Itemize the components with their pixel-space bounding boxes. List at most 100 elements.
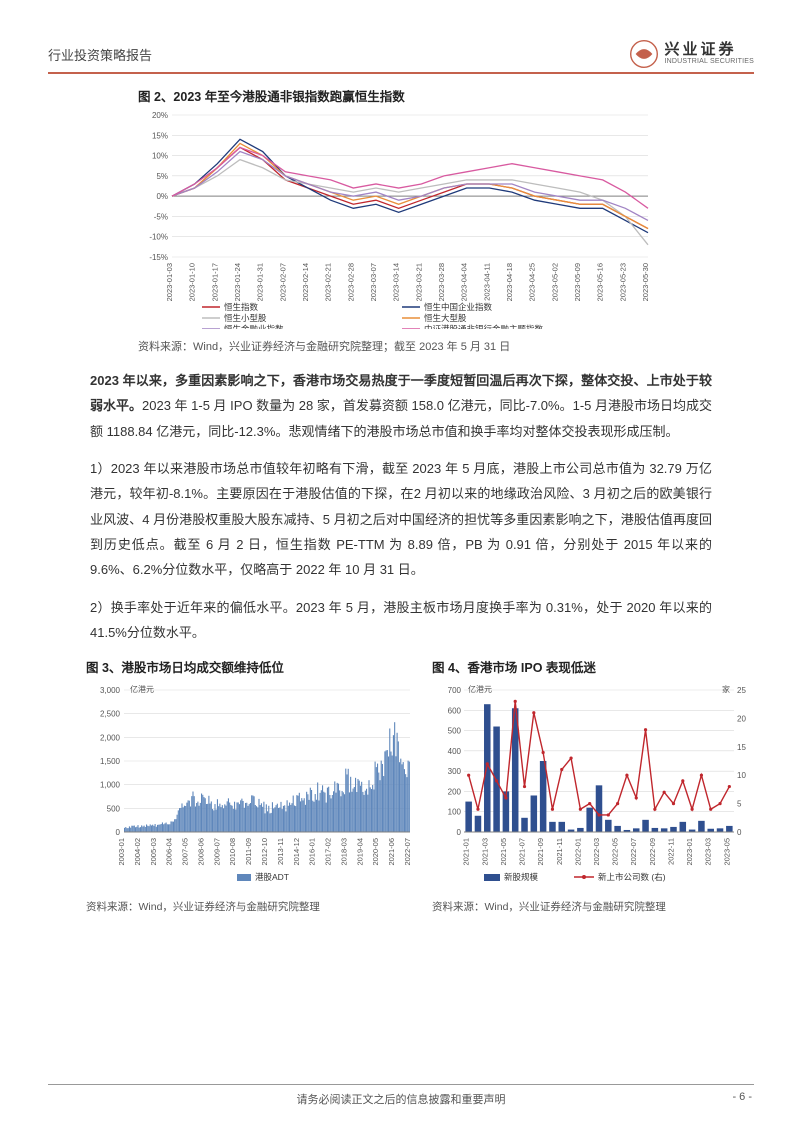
svg-text:3,000: 3,000 [100, 686, 121, 695]
svg-text:2004-02: 2004-02 [133, 838, 142, 866]
fig4-source: 资料来源：Wind，兴业证券经济与金融研究院整理 [432, 899, 762, 914]
fig4-title: 图 4、香港市场 IPO 表现低迷 [432, 657, 762, 676]
svg-text:新股规模: 新股规模 [504, 872, 539, 882]
svg-text:家: 家 [722, 684, 730, 694]
svg-text:2021-09: 2021-09 [536, 838, 545, 866]
svg-text:1,000: 1,000 [100, 781, 121, 790]
page-header: 行业投资策略报告 兴业证券 INDUSTRIAL SECURITIES [48, 40, 754, 74]
svg-text:0: 0 [116, 828, 121, 837]
fig4-block: 图 4、香港市场 IPO 表现低迷 0100200300400500600700… [432, 657, 762, 914]
svg-text:1,500: 1,500 [100, 757, 121, 766]
svg-text:2023-02-07: 2023-02-07 [278, 263, 287, 301]
svg-text:2023-03-14: 2023-03-14 [392, 263, 401, 301]
svg-text:-5%: -5% [154, 212, 168, 221]
footer-rule [48, 1084, 754, 1085]
svg-text:0%: 0% [156, 192, 168, 201]
fig2-chart: -15%-10%-5%0%5%10%15%20%2023-01-032023-0… [138, 109, 664, 334]
svg-text:2023-01-10: 2023-01-10 [188, 263, 197, 301]
svg-text:2023-02-21: 2023-02-21 [324, 263, 333, 301]
svg-text:2006-04: 2006-04 [165, 838, 174, 866]
svg-text:500: 500 [107, 805, 121, 814]
svg-text:5%: 5% [156, 172, 168, 181]
svg-text:2022-11: 2022-11 [666, 838, 675, 865]
svg-text:恒生小型股: 恒生小型股 [224, 313, 267, 323]
report-type: 行业投资策略报告 [48, 45, 152, 64]
svg-text:20: 20 [737, 715, 746, 724]
svg-text:0: 0 [457, 828, 462, 837]
svg-text:2013-11: 2013-11 [276, 838, 285, 865]
svg-text:0: 0 [737, 828, 742, 837]
svg-text:200: 200 [448, 788, 462, 797]
svg-text:-15%: -15% [149, 253, 168, 262]
svg-text:2022-07: 2022-07 [629, 838, 638, 866]
footer-text: 请务必阅读正文之后的信息披露和重要声明 [297, 1094, 506, 1106]
svg-text:2023-05-09: 2023-05-09 [573, 263, 582, 301]
svg-text:亿港元: 亿港元 [130, 684, 154, 694]
svg-text:2021-01: 2021-01 [462, 838, 471, 866]
svg-text:2023-04-04: 2023-04-04 [460, 263, 469, 301]
svg-text:2023-03: 2023-03 [704, 838, 713, 866]
svg-text:2023-01-03: 2023-01-03 [165, 263, 174, 301]
fig2-title: 图 2、2023 年至今港股通非银指数跑赢恒生指数 [138, 86, 754, 105]
svg-text:2022-01: 2022-01 [573, 838, 582, 866]
svg-text:2023-04-25: 2023-04-25 [528, 263, 537, 301]
paragraph-2: 1）2023 年以来港股市场总市值较年初略有下滑，截至 2023 年 5 月底，… [90, 456, 712, 583]
svg-text:2023-03-28: 2023-03-28 [437, 263, 446, 301]
fig3-title: 图 3、港股市场日均成交额维持低位 [86, 657, 416, 676]
svg-text:2020-05: 2020-05 [371, 838, 380, 866]
page-footer: 请务必阅读正文之后的信息披露和重要声明 - 6 - [0, 1091, 802, 1107]
svg-text:2021-06: 2021-06 [387, 838, 396, 866]
svg-text:15: 15 [737, 743, 746, 752]
svg-text:2022-07: 2022-07 [403, 838, 412, 866]
fig2-source: 资料来源：Wind，兴业证券经济与金融研究院整理；截至 2023 年 5 月 3… [138, 338, 754, 354]
svg-text:恒生指数: 恒生指数 [224, 302, 259, 312]
svg-text:2019-04: 2019-04 [355, 838, 364, 866]
svg-text:300: 300 [448, 768, 462, 777]
svg-text:10: 10 [737, 772, 746, 781]
svg-text:2017-02: 2017-02 [324, 838, 333, 866]
svg-text:2007-05: 2007-05 [181, 838, 190, 866]
svg-text:2023-04-18: 2023-04-18 [505, 263, 514, 301]
svg-text:25: 25 [737, 686, 746, 695]
company-logo: 兴业证券 INDUSTRIAL SECURITIES [630, 40, 754, 68]
svg-text:2023-01-17: 2023-01-17 [210, 263, 219, 301]
svg-text:2023-04-11: 2023-04-11 [482, 263, 491, 301]
logo-text-en: INDUSTRIAL SECURITIES [664, 58, 754, 66]
svg-text:2005-03: 2005-03 [149, 838, 158, 866]
svg-text:2009-07: 2009-07 [212, 838, 221, 866]
paragraph-3: 2）换手率处于近年来的偏低水平。2023 年 5 月，港股主板市场月度换手率为 … [90, 595, 712, 646]
svg-text:2022-05: 2022-05 [611, 838, 620, 866]
svg-text:2022-09: 2022-09 [648, 838, 657, 866]
svg-text:2003-01: 2003-01 [117, 838, 126, 866]
svg-text:15%: 15% [152, 131, 168, 140]
svg-text:2021-03: 2021-03 [480, 838, 489, 866]
svg-text:2023-05-16: 2023-05-16 [596, 263, 605, 301]
fig3-block: 图 3、港股市场日均成交额维持低位 05001,0001,5002,0002,5… [86, 657, 416, 914]
svg-text:港股ADT: 港股ADT [255, 872, 289, 882]
svg-text:2022-03: 2022-03 [592, 838, 601, 866]
svg-text:2021-05: 2021-05 [499, 838, 508, 866]
svg-text:2018-03: 2018-03 [339, 838, 348, 866]
svg-text:中证港股通非银行金融主题指数: 中证港股通非银行金融主题指数 [424, 324, 544, 329]
svg-text:500: 500 [448, 727, 462, 736]
svg-text:恒生金融业指数: 恒生金融业指数 [224, 324, 284, 329]
svg-text:2023-01: 2023-01 [685, 838, 694, 866]
svg-text:10%: 10% [152, 152, 168, 161]
svg-text:2011-09: 2011-09 [244, 838, 253, 865]
svg-text:-10%: -10% [149, 233, 168, 242]
fig4-chart: 01002003004005006007000510152025亿港元家2021… [432, 680, 762, 890]
svg-text:新上市公司数 (右): 新上市公司数 (右) [598, 872, 666, 882]
svg-text:5: 5 [737, 800, 742, 809]
svg-text:2014-12: 2014-12 [292, 838, 301, 866]
svg-text:2023-05-30: 2023-05-30 [641, 263, 650, 301]
paragraph-1: 2023 年以来，多重因素影响之下，香港市场交易热度于一季度短暂回温后再次下探，… [90, 368, 712, 444]
svg-text:2012-10: 2012-10 [260, 838, 269, 866]
svg-text:2021-07: 2021-07 [518, 838, 527, 866]
svg-text:恒生中国企业指数: 恒生中国企业指数 [424, 302, 493, 312]
logo-text-cn: 兴业证券 [664, 42, 754, 59]
svg-text:2016-01: 2016-01 [308, 838, 317, 866]
svg-text:600: 600 [448, 707, 462, 716]
svg-text:100: 100 [448, 808, 462, 817]
svg-text:2023-02-28: 2023-02-28 [346, 263, 355, 301]
logo-icon [630, 40, 658, 68]
